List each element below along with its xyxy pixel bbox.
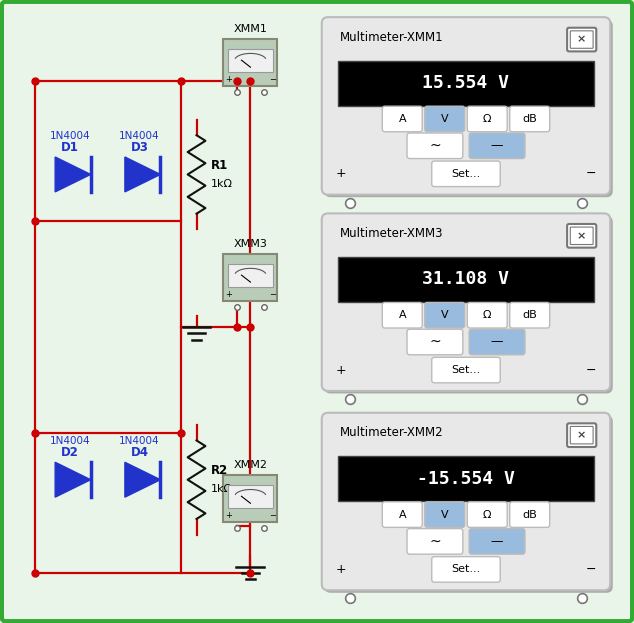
FancyBboxPatch shape xyxy=(571,31,593,49)
Text: Multimeter-XMM1: Multimeter-XMM1 xyxy=(340,31,443,44)
FancyBboxPatch shape xyxy=(467,303,507,328)
Polygon shape xyxy=(125,157,160,192)
FancyBboxPatch shape xyxy=(382,107,422,132)
Text: +: + xyxy=(336,364,346,376)
Text: dB: dB xyxy=(522,114,537,124)
Text: 1N4004: 1N4004 xyxy=(49,436,90,446)
Text: Set...: Set... xyxy=(451,564,481,574)
FancyBboxPatch shape xyxy=(567,28,596,52)
FancyBboxPatch shape xyxy=(510,502,550,527)
FancyBboxPatch shape xyxy=(224,39,278,86)
FancyBboxPatch shape xyxy=(571,227,593,245)
FancyBboxPatch shape xyxy=(224,254,278,300)
Bar xyxy=(337,456,595,501)
Bar xyxy=(337,257,595,302)
FancyBboxPatch shape xyxy=(228,264,273,287)
Text: A: A xyxy=(398,114,406,124)
Text: 1kΩ: 1kΩ xyxy=(210,179,233,189)
Polygon shape xyxy=(55,157,91,192)
Text: +: + xyxy=(225,75,232,84)
Text: +: + xyxy=(225,290,232,299)
FancyBboxPatch shape xyxy=(469,330,525,355)
Text: Ω: Ω xyxy=(483,510,491,520)
Text: Ω: Ω xyxy=(483,114,491,124)
Text: +: + xyxy=(336,168,346,180)
Text: 1N4004: 1N4004 xyxy=(119,436,160,446)
Text: ×: × xyxy=(577,430,586,440)
FancyBboxPatch shape xyxy=(467,502,507,527)
Text: Set...: Set... xyxy=(451,169,481,179)
Text: Ω: Ω xyxy=(483,310,491,320)
FancyBboxPatch shape xyxy=(467,107,507,132)
Text: A: A xyxy=(398,310,406,320)
Text: Multimeter-XMM2: Multimeter-XMM2 xyxy=(340,426,443,439)
FancyBboxPatch shape xyxy=(571,426,593,444)
Text: +: + xyxy=(225,511,232,520)
Text: −: − xyxy=(269,290,276,299)
Text: dB: dB xyxy=(522,510,537,520)
FancyBboxPatch shape xyxy=(425,303,465,328)
Bar xyxy=(337,61,595,106)
Text: ~: ~ xyxy=(429,535,441,548)
Text: D1: D1 xyxy=(61,141,79,154)
Text: −: − xyxy=(269,511,276,520)
FancyBboxPatch shape xyxy=(321,17,610,194)
Polygon shape xyxy=(55,462,91,497)
Text: D4: D4 xyxy=(131,446,148,459)
FancyBboxPatch shape xyxy=(324,19,612,197)
FancyBboxPatch shape xyxy=(407,528,463,554)
FancyBboxPatch shape xyxy=(407,133,463,159)
Text: —: — xyxy=(491,535,503,548)
Text: −: − xyxy=(586,168,596,180)
Text: −: − xyxy=(586,364,596,376)
Text: dB: dB xyxy=(522,310,537,320)
Text: 1kΩ: 1kΩ xyxy=(210,484,233,494)
Text: V: V xyxy=(441,310,449,320)
FancyBboxPatch shape xyxy=(432,557,500,582)
Text: XMM3: XMM3 xyxy=(233,239,268,249)
FancyBboxPatch shape xyxy=(228,49,273,72)
FancyBboxPatch shape xyxy=(228,485,273,508)
FancyBboxPatch shape xyxy=(567,224,596,248)
Text: R2: R2 xyxy=(210,464,228,477)
FancyBboxPatch shape xyxy=(224,475,278,522)
Text: ~: ~ xyxy=(429,335,441,349)
FancyBboxPatch shape xyxy=(567,424,596,447)
Text: V: V xyxy=(441,114,449,124)
Text: D2: D2 xyxy=(61,446,79,459)
FancyBboxPatch shape xyxy=(324,415,612,593)
Text: Multimeter-XMM3: Multimeter-XMM3 xyxy=(340,227,443,240)
Text: Set...: Set... xyxy=(451,365,481,375)
FancyBboxPatch shape xyxy=(324,216,612,394)
Text: ~: ~ xyxy=(429,139,441,153)
FancyBboxPatch shape xyxy=(469,528,525,554)
FancyBboxPatch shape xyxy=(425,502,465,527)
Text: ×: × xyxy=(577,231,586,241)
FancyBboxPatch shape xyxy=(425,107,465,132)
Text: XMM2: XMM2 xyxy=(233,460,268,470)
FancyBboxPatch shape xyxy=(321,213,610,391)
Text: 15.554 V: 15.554 V xyxy=(422,74,510,92)
Text: -15.554 V: -15.554 V xyxy=(417,470,515,488)
Text: −: − xyxy=(269,75,276,84)
Text: ×: × xyxy=(577,34,586,45)
Text: A: A xyxy=(398,510,406,520)
Text: 31.108 V: 31.108 V xyxy=(422,270,510,288)
Polygon shape xyxy=(125,462,160,497)
Text: —: — xyxy=(491,336,503,348)
Text: D3: D3 xyxy=(131,141,148,154)
FancyBboxPatch shape xyxy=(382,303,422,328)
Text: −: − xyxy=(586,563,596,576)
FancyBboxPatch shape xyxy=(510,303,550,328)
FancyBboxPatch shape xyxy=(469,133,525,159)
FancyBboxPatch shape xyxy=(407,330,463,355)
Text: V: V xyxy=(441,510,449,520)
Text: XMM1: XMM1 xyxy=(233,24,268,34)
Text: +: + xyxy=(336,563,346,576)
FancyBboxPatch shape xyxy=(510,107,550,132)
Text: R1: R1 xyxy=(210,159,228,171)
FancyBboxPatch shape xyxy=(382,502,422,527)
FancyBboxPatch shape xyxy=(432,358,500,383)
Text: —: — xyxy=(491,140,503,152)
